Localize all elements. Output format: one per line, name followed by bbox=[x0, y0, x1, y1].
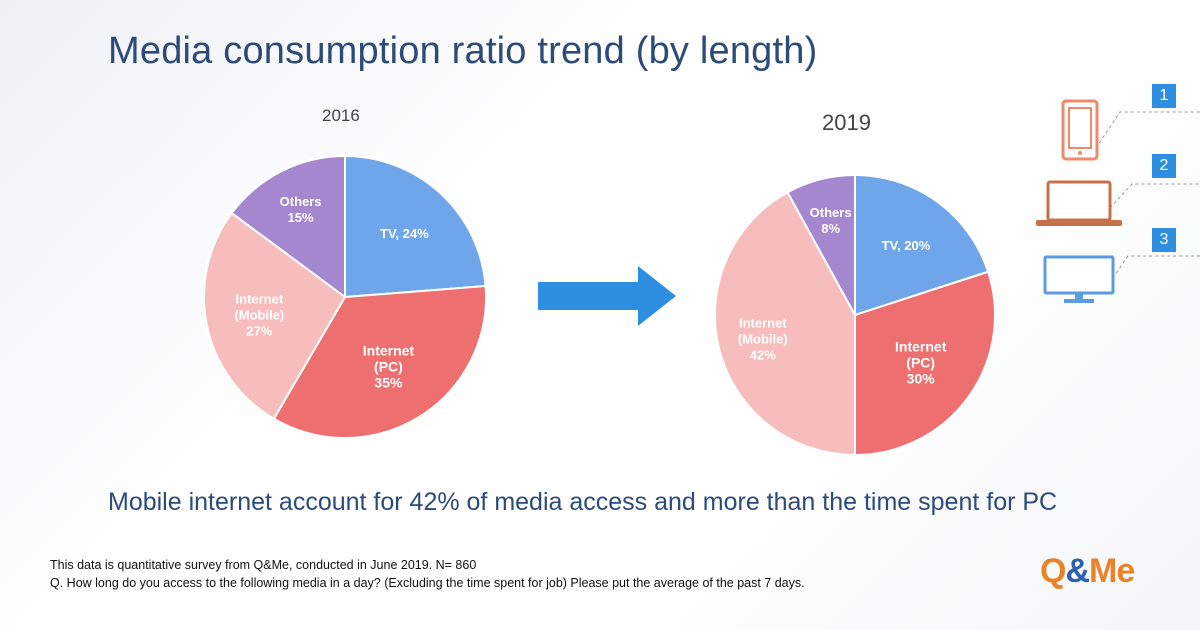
pie-chart-2016: TV, 24% Internet (PC) 35% Internet (Mobile) 27… bbox=[203, 154, 487, 439]
pie-slice-2016-internet-pc bbox=[272, 284, 487, 439]
pie-slice-2019-internet-mobile bbox=[714, 190, 856, 457]
pie-label-2019-internet-mobile: Internet (Mobile) 42% bbox=[738, 316, 788, 363]
pie-slice-2019-others bbox=[786, 173, 856, 316]
page-title: Media consumption ratio trend (by length… bbox=[108, 30, 818, 72]
summary-text: Mobile internet account for 42% of media… bbox=[108, 488, 1058, 516]
monitor-icon bbox=[1043, 255, 1115, 303]
footnote-question: Q. How long do you access to the followi… bbox=[50, 576, 805, 590]
pie-label-2016-internet-mobile: Internet (Mobile) 27% bbox=[234, 292, 284, 339]
qme-logo: Q&Me bbox=[1040, 552, 1135, 591]
logo-amp: & bbox=[1065, 552, 1090, 590]
pie-label-2019-others: Others 8% bbox=[810, 205, 852, 236]
device-badge-3: 3 bbox=[1152, 228, 1176, 252]
logo-me: Me bbox=[1089, 552, 1135, 590]
pie-slice-2016-tv bbox=[344, 154, 487, 299]
smartphone-icon bbox=[1061, 99, 1099, 161]
pie-slice-2019-internet-pc bbox=[854, 270, 996, 457]
pie-slice-2016-others bbox=[230, 154, 346, 299]
pie-label-2019-tv: TV, 20% bbox=[882, 238, 931, 253]
pie-label-2016-tv: TV, 24% bbox=[380, 226, 429, 241]
device-badge-2: 2 bbox=[1152, 154, 1176, 178]
laptop-icon bbox=[1036, 180, 1122, 226]
pie-label-2019-internet-pc: Internet (PC) 30% bbox=[895, 339, 947, 387]
pie-label-2016-others: Others 15% bbox=[280, 194, 322, 225]
pie-slice-2016-internet-mobile bbox=[203, 211, 347, 421]
device-badge-1: 1 bbox=[1152, 84, 1176, 108]
pie-slice-2019-tv bbox=[854, 173, 990, 317]
pie-label-2016-internet-pc: Internet (PC) 35% bbox=[363, 342, 415, 390]
logo-q: Q bbox=[1040, 552, 1066, 590]
pie-title-2019: 2019 bbox=[822, 110, 871, 135]
pie-chart-2019: TV, 20% Internet (PC) 30% Internet (Mobile) 42… bbox=[714, 173, 996, 457]
arrow-right-icon bbox=[538, 266, 676, 326]
pie-title-2016: 2016 bbox=[322, 106, 360, 125]
footnote-survey: This data is quantitative survey from Q&… bbox=[50, 558, 477, 572]
